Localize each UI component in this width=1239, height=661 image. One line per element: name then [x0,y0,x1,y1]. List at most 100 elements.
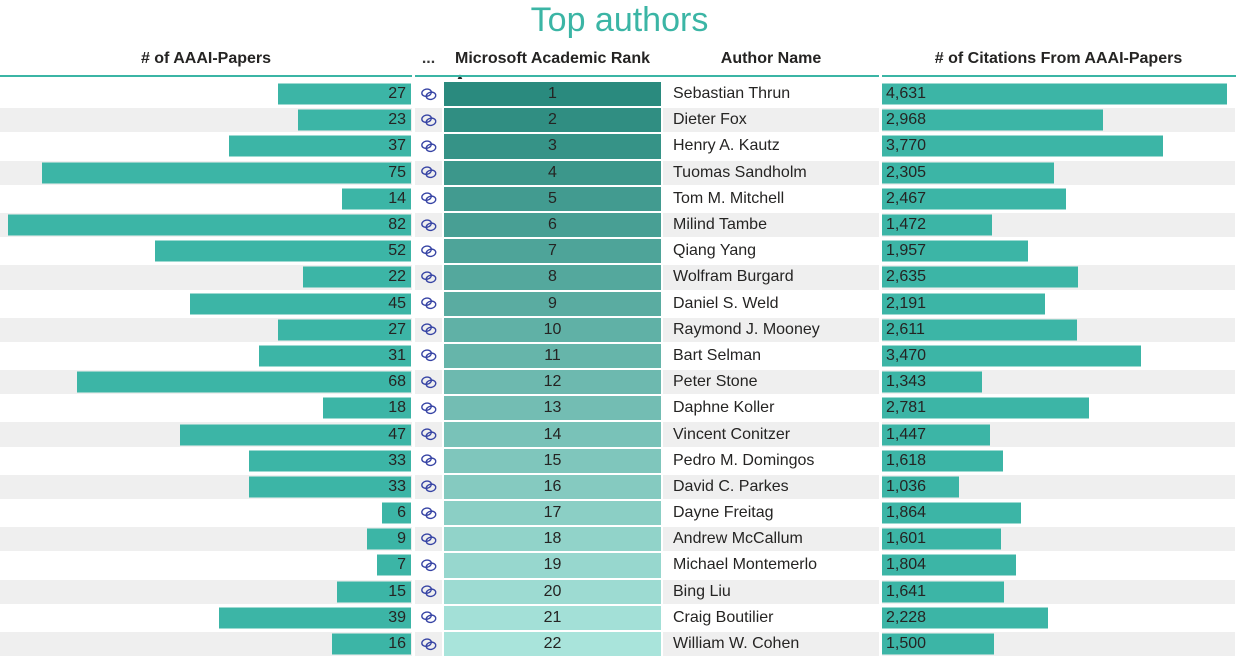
link-cell[interactable] [415,500,442,527]
link-cell[interactable] [415,185,442,212]
link-cell[interactable] [415,526,442,553]
link-cell[interactable] [415,369,442,396]
link-icon[interactable] [420,532,438,547]
table-row[interactable]: 37 3 Henry A. Kautz 3,770 [0,133,1239,160]
link-icon[interactable] [420,113,438,128]
column-header-citations[interactable]: # of Citations From AAAI-Papers [934,49,1183,67]
link-icon[interactable] [420,610,438,625]
table-row[interactable]: 39 21 Craig Boutilier 2,228 [0,604,1239,631]
column-gap [879,526,882,553]
link-cell[interactable] [415,447,442,474]
link-icon[interactable] [420,348,438,363]
column-gap [661,369,663,396]
rank-cell: 6 [444,211,661,239]
link-cell[interactable] [415,290,442,317]
table-row[interactable]: 27 10 Raymond J. Mooney 2,611 [0,316,1239,343]
column-gap [412,238,415,265]
table-row[interactable]: 31 11 Bart Selman 3,470 [0,342,1239,370]
link-cell[interactable] [415,421,442,448]
column-header-academic-rank[interactable]: Microsoft Academic Rank ▲ [444,42,661,81]
link-cell[interactable] [415,604,442,631]
link-icon[interactable] [420,322,438,337]
table-row[interactable]: 68 12 Peter Stone 1,343 [0,369,1239,396]
table-row[interactable]: 16 22 William W. Cohen 1,500 [0,630,1239,658]
table-row[interactable]: 15 20 Bing Liu 1,641 [0,578,1239,605]
column-header-link[interactable]: ... [421,49,436,67]
rank-cell: 3 [444,133,661,160]
table-row[interactable]: 82 6 Milind Tambe 1,472 [0,211,1239,239]
link-cell[interactable] [415,630,442,658]
papers-data-bar [259,345,411,367]
citations-cell: 2,305 [882,159,1235,186]
rank-cell: 16 [444,473,661,500]
citations-cell: 2,228 [882,604,1235,631]
table-row[interactable]: 45 9 Daniel S. Weld 2,191 [0,290,1239,317]
link-cell[interactable] [415,316,442,343]
link-icon[interactable] [420,139,438,154]
table-row[interactable]: 7 19 Michael Montemerlo 1,804 [0,552,1239,579]
citations-cell: 1,641 [882,578,1235,605]
link-icon[interactable] [420,191,438,206]
papers-cell: 16 [0,630,412,658]
column-header-author-name[interactable]: Author Name [720,49,822,67]
papers-data-bar [342,188,411,210]
papers-value: 37 [388,137,406,155]
column-gap [442,447,444,474]
column-header-aaai-papers[interactable]: # of AAAI-Papers [140,49,272,67]
link-icon[interactable] [420,479,438,494]
link-icon[interactable] [420,375,438,390]
table-row[interactable]: 33 16 David C. Parkes 1,036 [0,473,1239,500]
link-icon[interactable] [420,453,438,468]
table-row[interactable]: 18 13 Daphne Koller 2,781 [0,395,1239,422]
link-icon[interactable] [420,218,438,233]
table-row[interactable]: 23 2 Dieter Fox 2,968 [0,107,1239,134]
header-underline-right [882,75,1236,77]
table-row[interactable]: 47 14 Vincent Conitzer 1,447 [0,421,1239,448]
link-cell[interactable] [415,133,442,160]
citations-data-bar [882,607,1048,629]
link-cell[interactable] [415,264,442,291]
table-row[interactable]: 52 7 Qiang Yang 1,957 [0,238,1239,265]
link-cell[interactable] [415,473,442,500]
link-icon[interactable] [420,401,438,416]
link-icon[interactable] [420,87,438,102]
link-icon[interactable] [420,165,438,180]
citations-value: 1,804 [886,556,927,574]
link-icon[interactable] [420,558,438,573]
table-row[interactable]: 22 8 Wolfram Burgard 2,635 [0,264,1239,291]
column-gap [412,552,415,579]
link-icon[interactable] [420,244,438,259]
papers-value: 18 [388,399,406,417]
link-cell[interactable] [415,578,442,605]
link-cell[interactable] [415,342,442,370]
table-row[interactable]: 9 18 Andrew McCallum 1,601 [0,526,1239,553]
link-cell[interactable] [415,211,442,239]
link-icon[interactable] [420,270,438,285]
link-cell[interactable] [415,238,442,265]
column-gap [661,264,663,291]
link-cell[interactable] [415,159,442,186]
rank-cell: 18 [444,526,661,553]
link-icon[interactable] [420,506,438,521]
link-icon[interactable] [420,296,438,311]
table-row[interactable]: 6 17 Dayne Freitag 1,864 [0,500,1239,527]
table-row[interactable]: 75 4 Tuomas Sandholm 2,305 [0,159,1239,186]
link-cell[interactable] [415,81,442,108]
papers-data-bar [77,371,411,393]
link-icon[interactable] [420,637,438,652]
link-icon[interactable] [420,584,438,599]
table-row[interactable]: 14 5 Tom M. Mitchell 2,467 [0,185,1239,212]
citations-cell: 2,467 [882,185,1235,212]
table-row[interactable]: 33 15 Pedro M. Domingos 1,618 [0,447,1239,474]
table-row[interactable]: 27 1 Sebastian Thrun 4,631 [0,81,1239,108]
citations-value: 3,470 [886,346,927,364]
link-cell[interactable] [415,552,442,579]
link-cell[interactable] [415,107,442,134]
rank-cell: 12 [444,369,661,396]
column-gap [442,316,444,343]
link-cell[interactable] [415,395,442,422]
author-cell: Bing Liu [663,578,879,605]
papers-value: 75 [388,163,406,181]
link-icon[interactable] [420,427,438,442]
author-cell: Andrew McCallum [663,526,879,553]
